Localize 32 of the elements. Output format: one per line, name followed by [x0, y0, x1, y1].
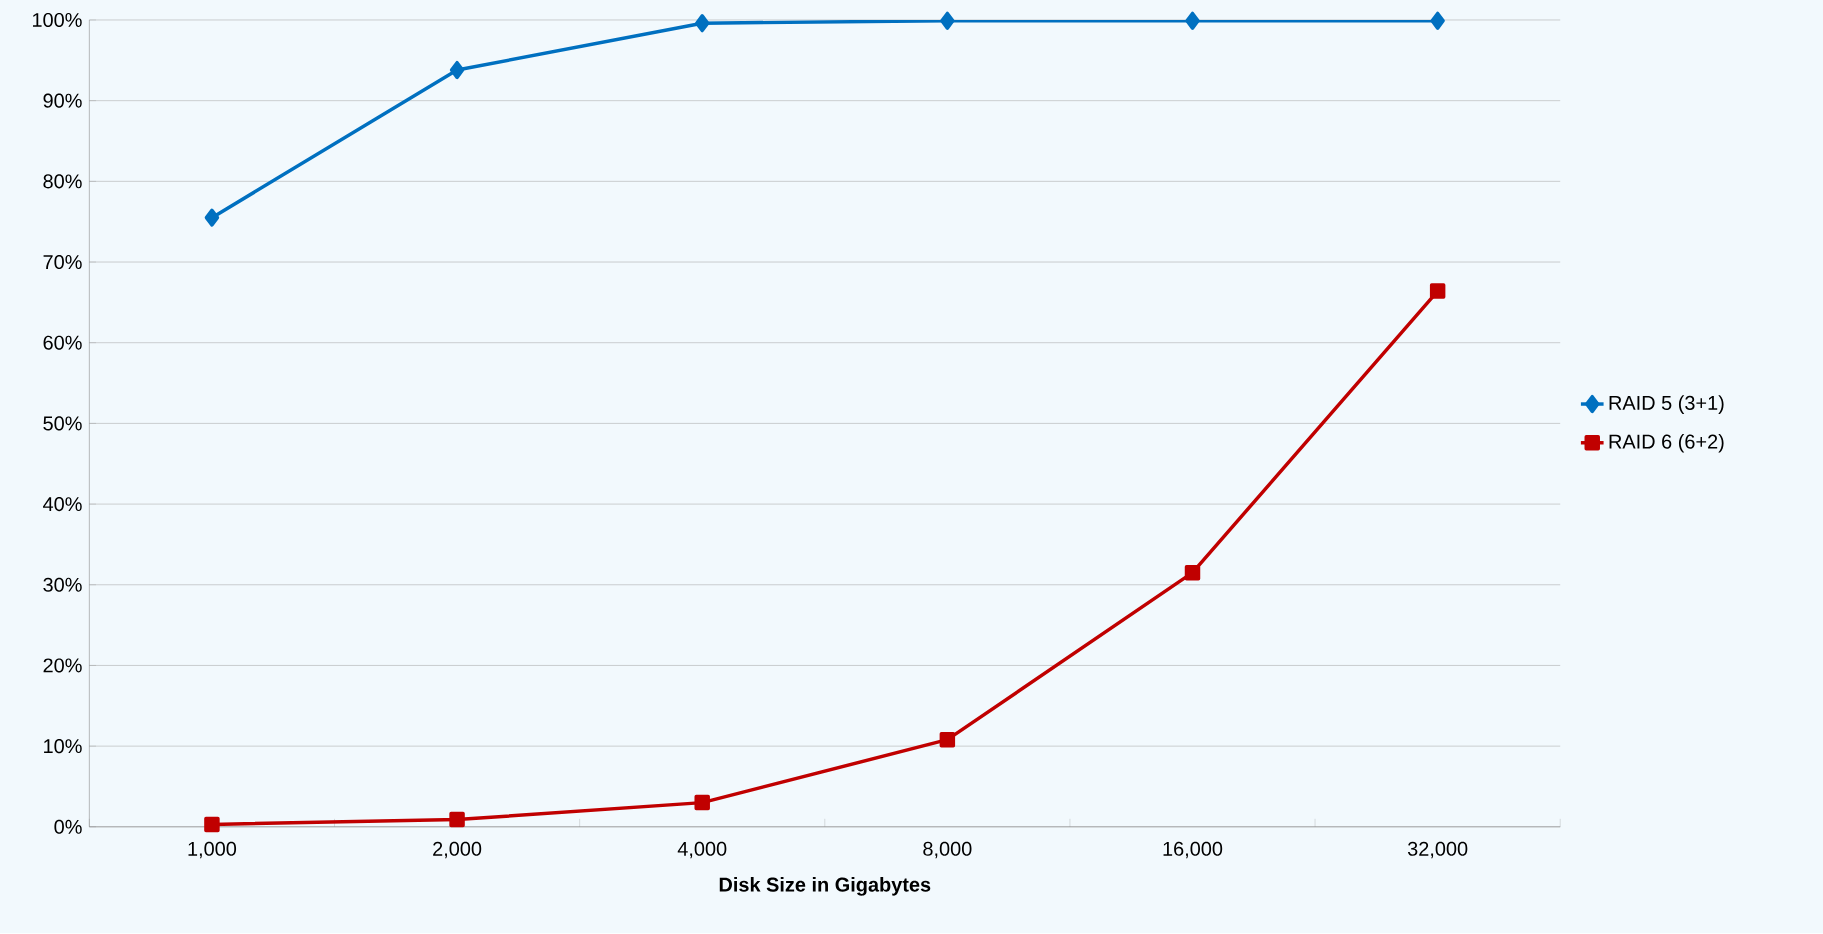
legend-label: RAID 6 (6+2): [1609, 434, 1724, 453]
y-tick-label: 0%: [54, 820, 82, 835]
x-tick-label: 4,000: [677, 841, 727, 859]
y-tick-label: 50%: [43, 416, 82, 431]
point: [1184, 565, 1201, 581]
point: [204, 208, 220, 227]
y-tick-label: 100%: [33, 13, 82, 28]
point: [1185, 11, 1200, 31]
point: [1430, 11, 1445, 31]
x-axis-title: Disk Size in Gigabytes: [719, 877, 931, 896]
x-tick-label: 2,000: [433, 841, 482, 859]
point: [940, 11, 955, 31]
y-tick-label: 20%: [43, 658, 82, 673]
y-tick-label: 90%: [43, 93, 82, 108]
x-tick-label: 16,000: [1163, 841, 1223, 859]
point: [449, 61, 465, 80]
point: [1429, 283, 1446, 300]
point: [939, 732, 956, 748]
y-tick-label: 80%: [43, 174, 82, 189]
y-tick-label: 40%: [43, 497, 82, 512]
x-tick-label: 1,000: [188, 841, 237, 859]
y-tick-label: 30%: [43, 577, 82, 593]
y-tick-label: 10%: [44, 739, 82, 754]
point: [204, 816, 220, 833]
point: [694, 14, 710, 33]
x-tick-label: 8,000: [923, 841, 972, 859]
point: [449, 812, 465, 828]
y-tick-label: 60%: [43, 335, 82, 351]
point: [694, 795, 710, 811]
x-tick-label: 32,000: [1407, 841, 1468, 859]
y-tick-label: 70%: [43, 255, 82, 270]
legend-label: RAID 5 (3+1): [1609, 395, 1724, 415]
